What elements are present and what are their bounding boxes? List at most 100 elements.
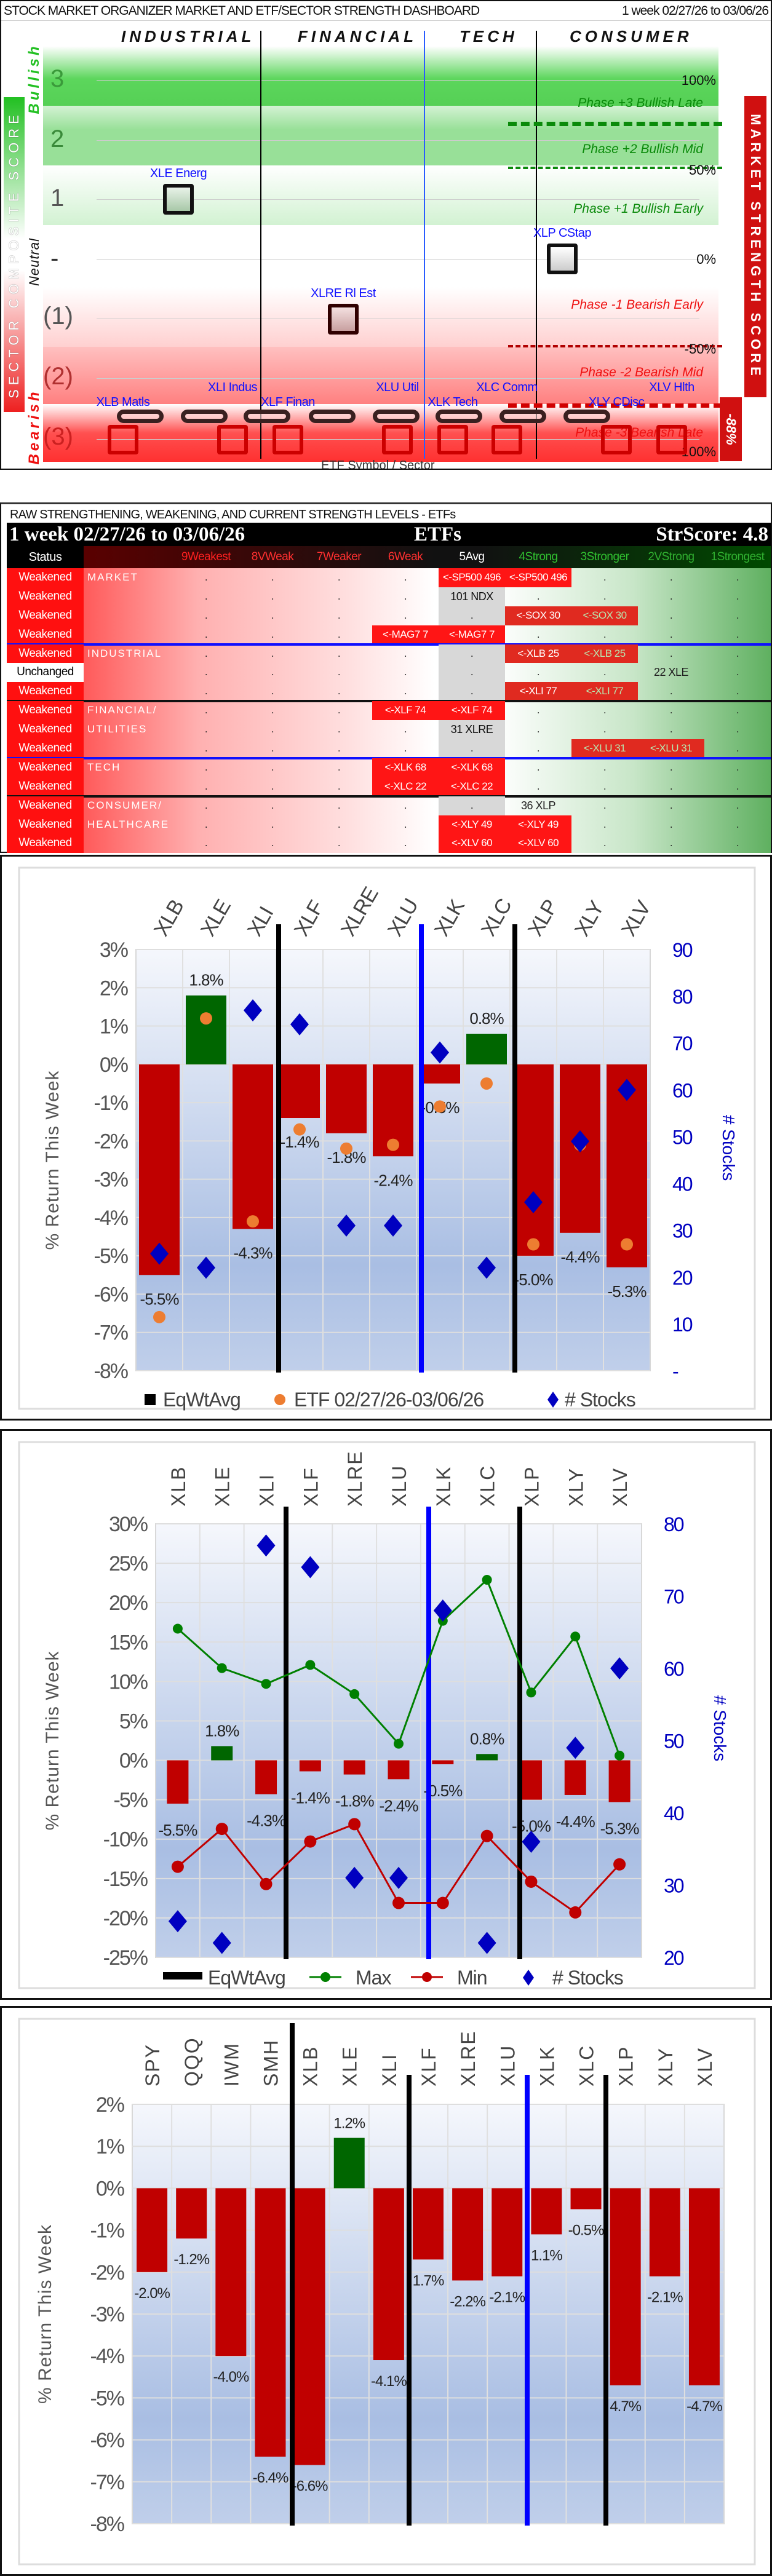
category-label: SPY — [141, 2043, 164, 2087]
table-cell: . — [337, 704, 341, 716]
bar — [608, 1760, 631, 1802]
category-label: IWM — [220, 2042, 242, 2087]
table-cell: . — [736, 609, 739, 621]
stock-count-point — [566, 1737, 585, 1759]
etf-return-chart-panel: 2% 1% 0% -1% -2% -3% -4% -5% -6% -7% -8% % Return T… — [0, 2006, 772, 2576]
gridline — [97, 140, 699, 141]
category-label: XLRE — [344, 1450, 366, 1507]
etf-marker — [601, 425, 632, 454]
bar — [531, 2188, 562, 2235]
min-point — [480, 1829, 493, 1842]
table-cell: . — [271, 571, 274, 583]
bar — [452, 2188, 483, 2281]
etf-return-point — [527, 1238, 539, 1251]
table-cell: 36 XLP — [520, 799, 556, 812]
bar — [432, 1760, 454, 1764]
highlighted-cell: <-SP500 496 — [439, 568, 505, 587]
data-label: -2.2% — [450, 2293, 485, 2310]
data-label: -1.4% — [281, 1133, 320, 1151]
table-cell: . — [337, 590, 341, 602]
legend-swatch — [523, 1970, 534, 1986]
table-cell: . — [669, 837, 673, 849]
str-score: StrScore: 4.8 — [656, 523, 768, 545]
etf-marker — [547, 244, 578, 274]
y-tick-label: 3% — [100, 938, 129, 962]
left-axis-title: SECTOR COMPOSITE SCORE — [6, 111, 22, 398]
table-cell: . — [204, 590, 208, 602]
y2-tick-label: 30 — [672, 1220, 693, 1242]
status-cell: Weakened — [7, 758, 84, 777]
category-label: XLV — [694, 2047, 716, 2087]
table-cell: . — [536, 590, 540, 602]
table-cell: . — [404, 609, 407, 621]
shadow-marker — [309, 410, 356, 423]
section-label: UTILITIES — [87, 723, 148, 735]
y2-tick-label: 60 — [664, 1658, 684, 1680]
highlighted-cell: <-MAG7 7 — [439, 625, 505, 644]
data-label: -6.4% — [253, 2470, 289, 2486]
section-divider — [7, 795, 771, 798]
legend-swatch — [547, 1392, 559, 1408]
etf-return-point — [247, 1215, 259, 1228]
category-label: XLB — [300, 2046, 322, 2087]
table-title: RAW STRENGTHENING, WEAKENING, AND CURREN… — [10, 508, 456, 521]
etf-return-point — [387, 1138, 399, 1151]
table-cell: . — [603, 571, 607, 583]
min-point — [525, 1875, 538, 1888]
score-label: 2 — [50, 125, 65, 153]
y-tick-label: -4% — [94, 1207, 129, 1230]
section-label: CONSUMER/ — [87, 799, 162, 811]
table-cell: . — [337, 780, 341, 792]
table-cell: . — [271, 590, 274, 602]
shadow-marker — [373, 410, 420, 423]
bar — [343, 1760, 365, 1775]
shadow-marker — [244, 410, 290, 423]
bar — [139, 1064, 180, 1275]
sector-range-chart: 30% 25% 20% 15% 10% 5% 0% -5% -10% -15% -20% -25% 80… — [18, 1441, 756, 1989]
sector-score-axis: SECTOR COMPOSITE SCORE — [4, 97, 25, 412]
table-row: Weakened... <-XLC 22 <-XLC 22.... — [7, 777, 771, 798]
y2-axis-title: # Stocks — [710, 1695, 730, 1761]
table-row: Weakened CONSUMER/..... 36 XLP... — [7, 796, 771, 815]
table-row: Weakened TECH... <-XLK 68 <-XLK 68.... — [7, 758, 771, 777]
y-tick-label: -1% — [90, 2219, 125, 2243]
stock-count-point — [522, 1831, 541, 1853]
table-row: Weakened..... <-XLI 77 <-XLI 77.. — [7, 682, 771, 703]
table-cell: . — [736, 571, 739, 583]
right-axis-title: MARKET STRENGTH SCORE — [748, 114, 763, 379]
section-divider — [7, 643, 771, 646]
table-cell: . — [337, 666, 341, 678]
y-tick-label: 25% — [109, 1552, 148, 1575]
title-bar: STOCK MARKET ORGANIZER MARKET AND ETF/SE… — [1, 1, 771, 21]
etf-return-point — [434, 1100, 446, 1113]
bar — [211, 1746, 233, 1761]
table-cell: 31 XLRE — [439, 720, 505, 740]
y-axis-title: % Return This Week — [35, 2224, 55, 2404]
highlighted-cell: <-XLB 25 — [505, 644, 571, 664]
y-tick-label: 5% — [119, 1710, 148, 1733]
y-tick-label: -1% — [94, 1092, 129, 1115]
y-tick-label: -25% — [103, 1946, 148, 1970]
table-cell: . — [337, 628, 341, 640]
stock-count-point — [610, 1657, 629, 1679]
section-label: FINANCIAL/ — [87, 704, 157, 716]
table-row: Weakened...... <-XLU 31 <-XLU 31. — [7, 739, 771, 759]
etf-label: XLB Matls — [96, 395, 150, 409]
data-label: -2.1% — [489, 2289, 525, 2306]
highlighted-cell: <-XLC 22 — [439, 777, 505, 796]
data-label: -4.4% — [556, 1812, 595, 1831]
sector-range-chart-panel: 30% 25% 20% 15% 10% 5% 0% -5% -10% -15% -20% -25% 80… — [0, 1429, 772, 2000]
highlighted-cell: <-XLB 25 — [571, 644, 638, 664]
table-cell: . — [669, 799, 673, 811]
phase-label: Phase -2 Bearish Mid — [579, 365, 703, 379]
table-cell: . — [603, 799, 607, 811]
etf-marker — [273, 425, 303, 454]
band-bullish-1 — [43, 165, 718, 225]
sector-divider — [260, 31, 261, 459]
pct-label: 100% — [681, 73, 716, 88]
min-point — [260, 1877, 273, 1890]
category-label: SMH — [260, 2039, 282, 2087]
etf-marker — [491, 425, 522, 454]
stock-count-point — [345, 1866, 364, 1889]
y2-axis-title: # Stocks — [719, 1115, 738, 1181]
